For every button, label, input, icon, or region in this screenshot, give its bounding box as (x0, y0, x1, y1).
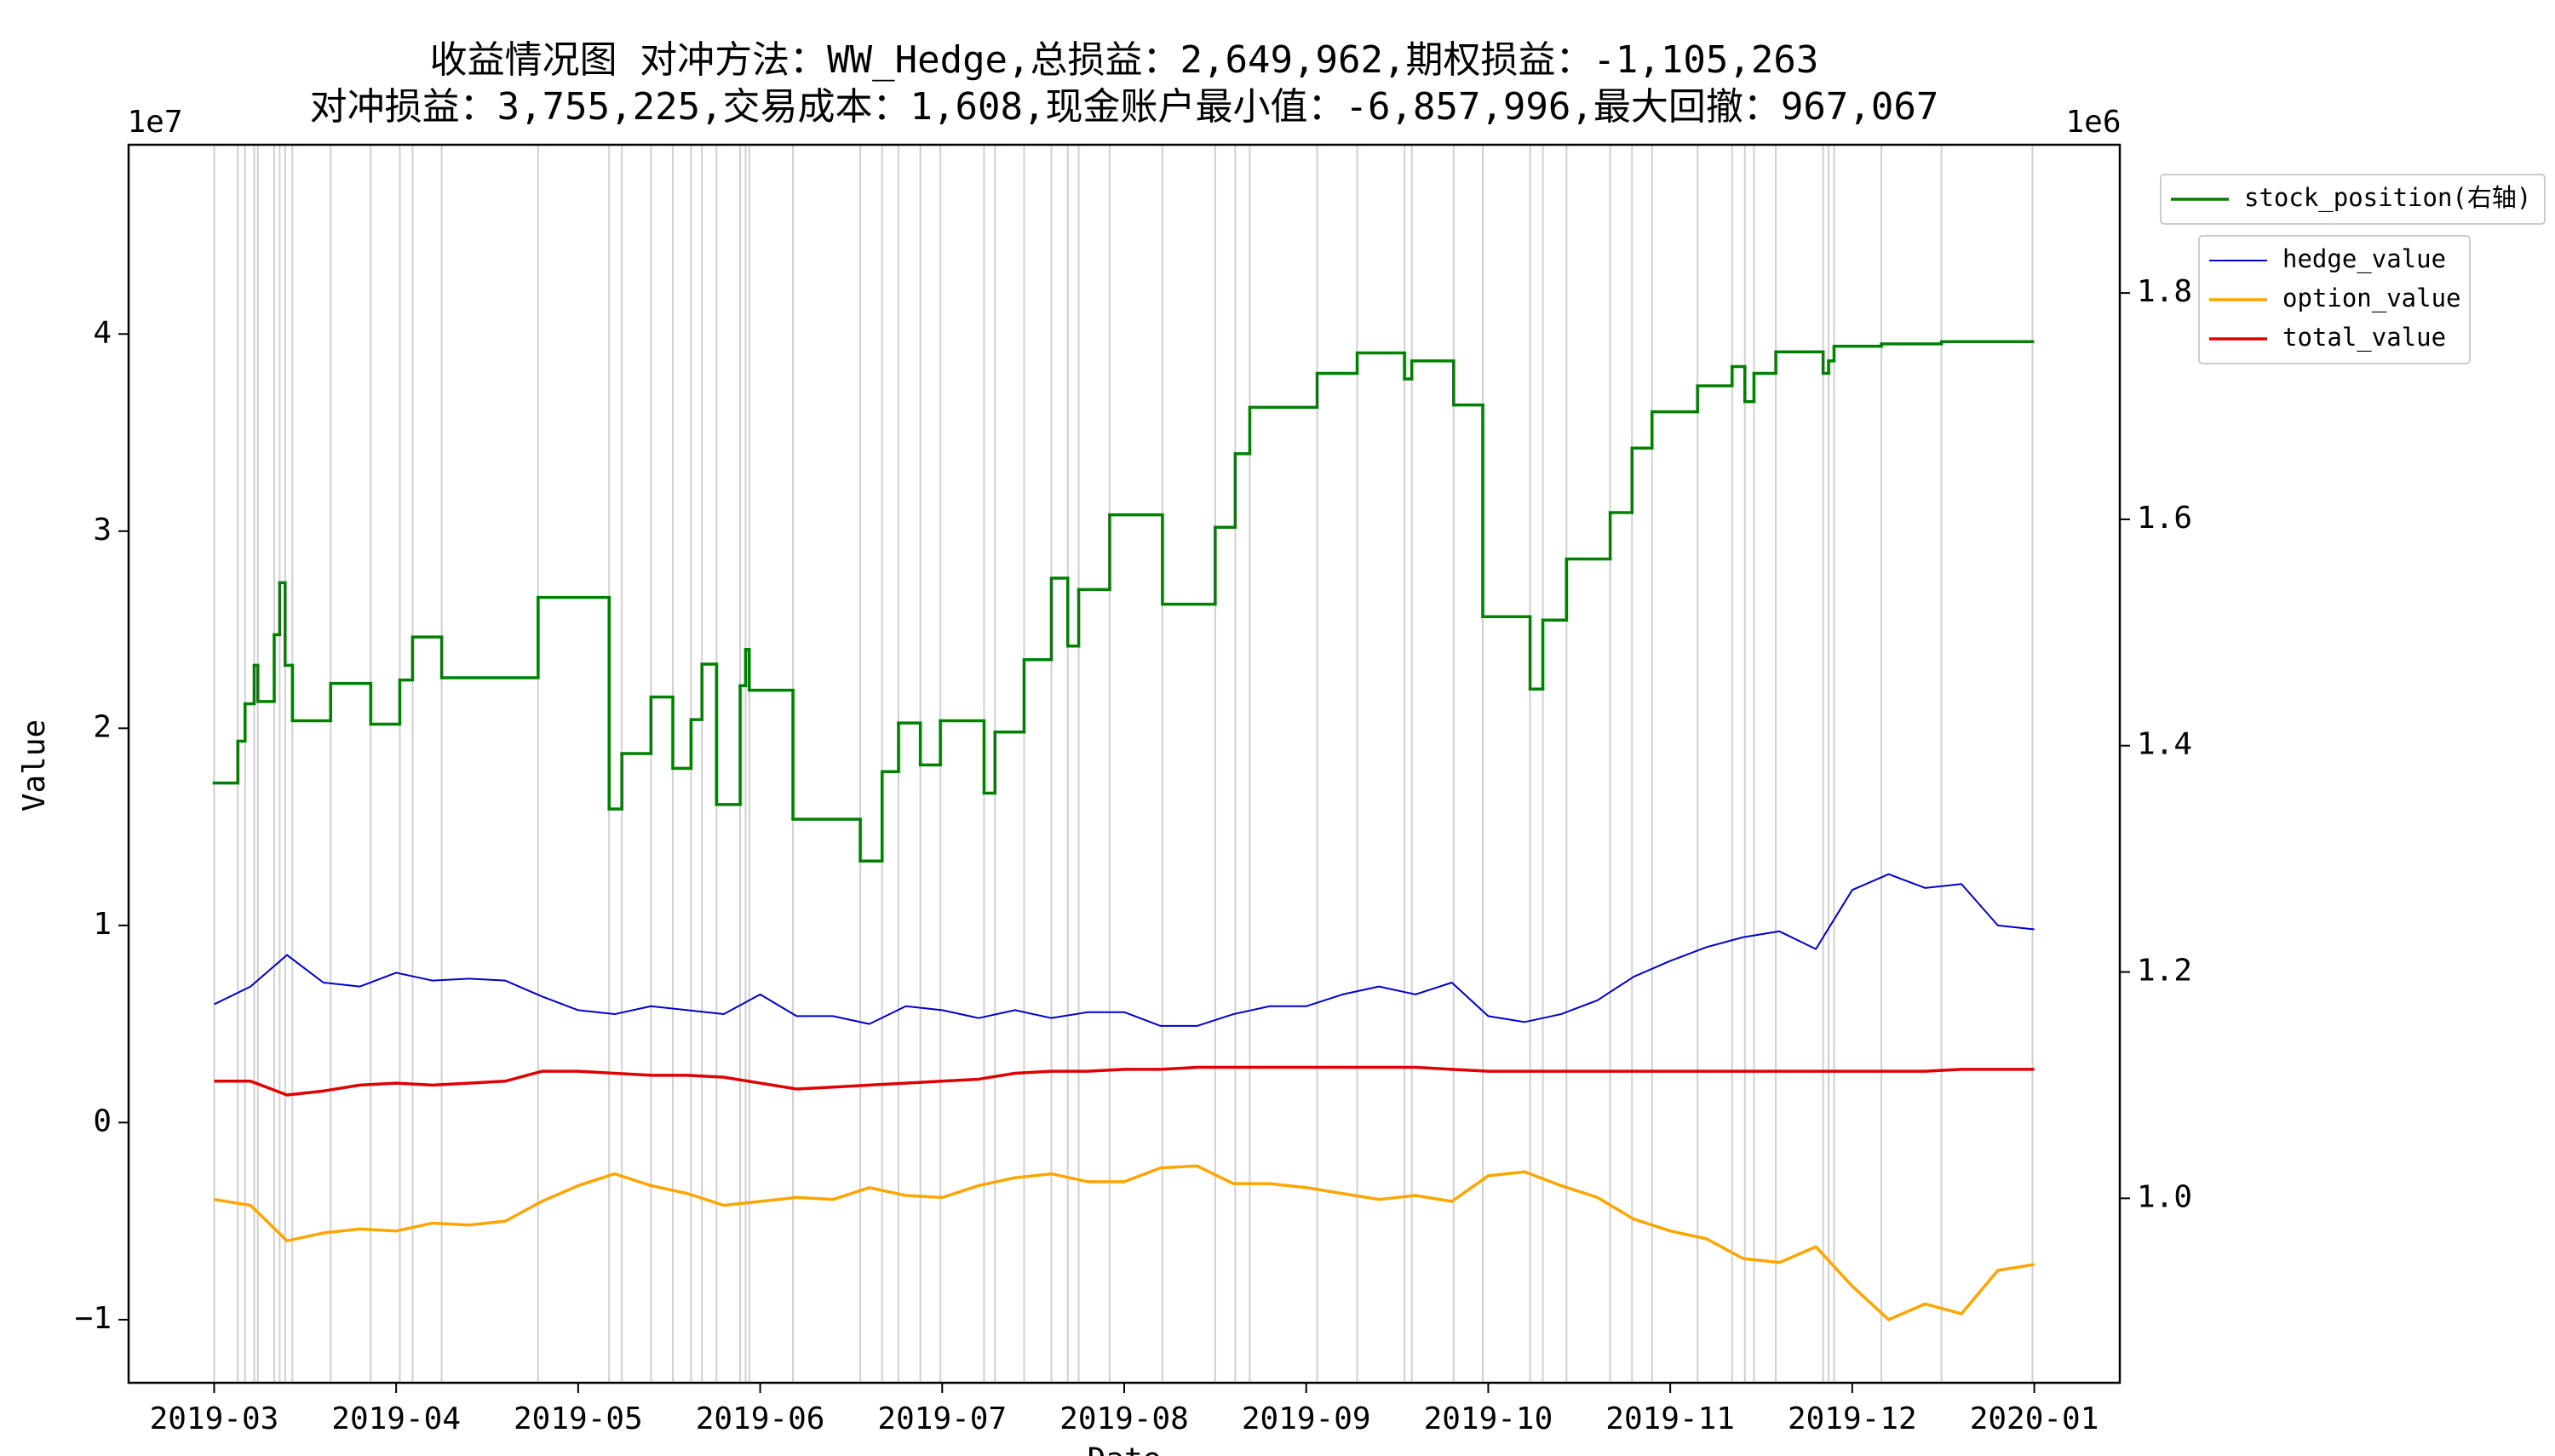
y-axis-label: Value (17, 719, 52, 811)
y2-tick-label: 1.8 (2137, 274, 2192, 309)
legend-box (2198, 235, 2471, 364)
legend-label: total_value (2282, 323, 2446, 353)
y2-tick-label: 1.6 (2137, 501, 2192, 536)
x-tick-label: 2019-05 (514, 1402, 643, 1436)
x-tick-label: 2019-06 (696, 1402, 825, 1436)
series-line (214, 873, 2035, 1027)
x-tick-label: 2019-09 (1242, 1402, 1371, 1436)
y2-tick-label: 1.2 (2137, 954, 2192, 989)
y2-tick-label: 1.4 (2137, 727, 2192, 762)
x-tick-label: 2019-10 (1424, 1402, 1553, 1436)
x-tick-label: 2019-08 (1059, 1402, 1189, 1436)
legend-label: option_value (2282, 284, 2461, 313)
y-tick-label: −1 (75, 1301, 112, 1336)
series-line (214, 1164, 2035, 1321)
y2-offset-label: 1e6 (2065, 105, 2121, 140)
x-tick-label: 2020-01 (1970, 1402, 2099, 1436)
x-tick-label: 2019-07 (877, 1402, 1007, 1436)
chart-subtitle: 对冲损益：3,755,225,交易成本：1,608,现金账户最小值：-6,857… (310, 85, 1939, 129)
y-tick-label: 0 (93, 1103, 112, 1138)
x-tick-label: 2019-04 (331, 1402, 461, 1436)
chart-title: 收益情况图 对冲方法：WW_Hedge,总损益：2,649,962,期权损益：-… (430, 38, 1819, 82)
y-tick-label: 2 (93, 709, 112, 744)
y-tick-label: 1 (93, 907, 112, 942)
x-tick-label: 2019-03 (150, 1402, 279, 1436)
plot-area (212, 145, 2035, 1383)
x-axis-label: Date (1088, 1442, 1162, 1456)
y-offset-label: 1e7 (127, 105, 182, 140)
legend-label: hedge_value (2282, 244, 2446, 274)
y2-tick-label: 1.0 (2137, 1179, 2192, 1214)
plot-frame (127, 143, 2122, 1384)
y-tick-label: 4 (93, 315, 112, 350)
legend-box (2160, 174, 2546, 225)
x-tick-label: 2019-11 (1605, 1402, 1735, 1436)
legend-label: stock_position(右轴) (2244, 183, 2531, 213)
y-tick-label: 3 (93, 513, 112, 547)
series-line (214, 1065, 2035, 1097)
x-tick-label: 2019-12 (1788, 1402, 1917, 1436)
